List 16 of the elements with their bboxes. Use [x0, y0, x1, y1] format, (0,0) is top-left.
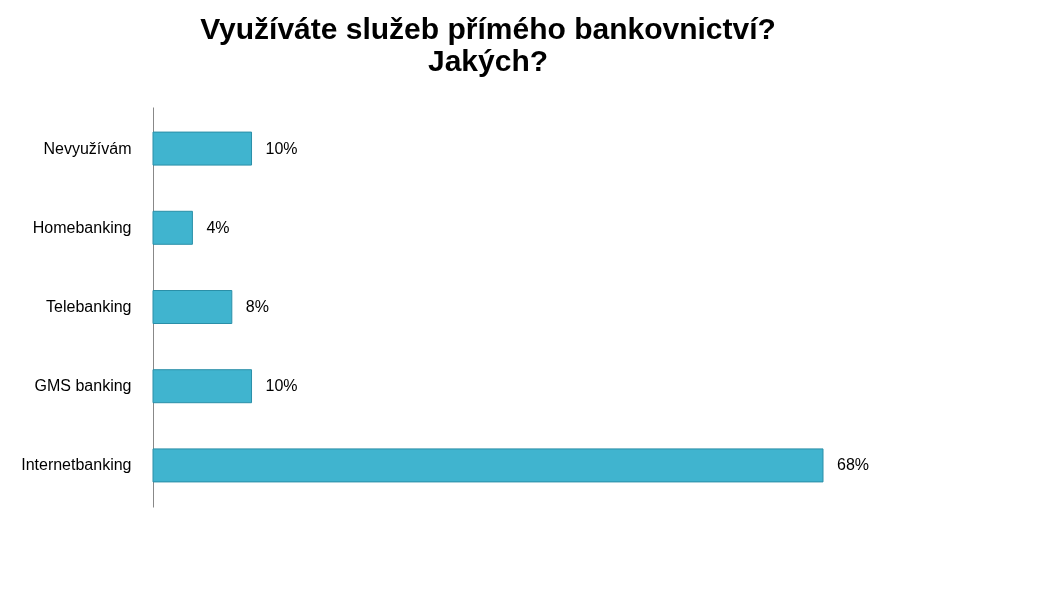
bar [152, 448, 824, 483]
bar [152, 210, 193, 245]
y-tick-label: Homebanking [32, 218, 132, 236]
data-label: 68% [837, 456, 870, 474]
y-tick-label: GMS banking [34, 377, 132, 395]
y-tick-label: Nevyužívám [43, 139, 132, 157]
bar [152, 369, 253, 404]
data-label: 10% [265, 139, 298, 157]
data-label: 10% [265, 377, 298, 395]
y-tick-label: Internetbanking [21, 456, 132, 474]
bar [152, 290, 233, 324]
bar [152, 131, 253, 166]
data-label: 4% [206, 218, 230, 236]
chart-title: Využíváte služeb přímého bankovnictví? Jakých? [200, 12, 776, 77]
y-tick-label: Telebanking [46, 298, 132, 315]
data-label: 8% [245, 298, 269, 315]
